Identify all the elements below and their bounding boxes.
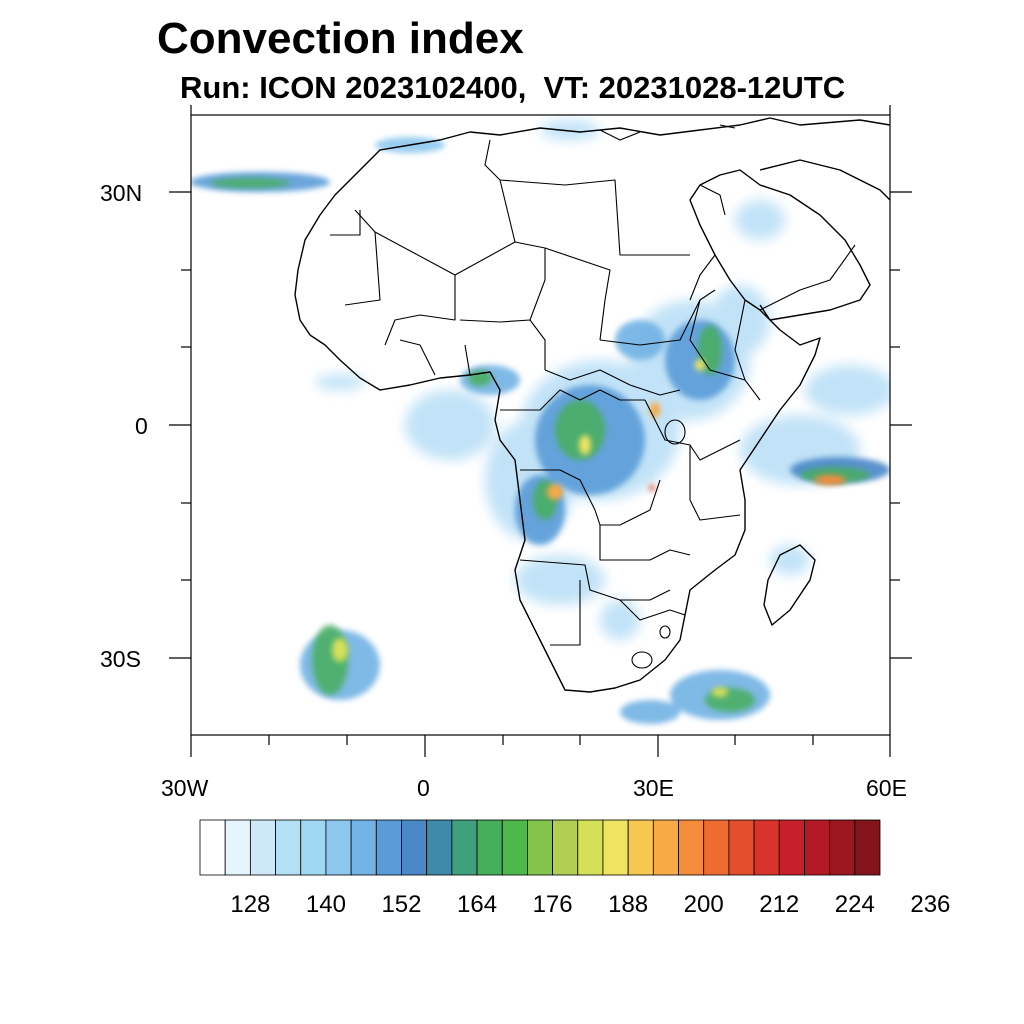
colorbar-tick-label: 164	[457, 891, 497, 918]
colorbar-cell	[753, 819, 780, 876]
colorbar-cell	[728, 819, 755, 876]
lon-label-30w: 30W	[161, 775, 209, 801]
colorbar-tick-label: 224	[835, 891, 875, 918]
lat-label-30s: 30S	[100, 646, 141, 672]
colorbar-cell	[829, 819, 856, 876]
colorbar-cell	[854, 819, 881, 876]
colorbar-cell	[199, 819, 226, 876]
colorbar-cell	[577, 819, 604, 876]
colorbar-cell	[476, 819, 503, 876]
colorbar-cell	[527, 819, 553, 876]
colorbar-cell	[426, 819, 453, 876]
colorbar-tick-label: 176	[533, 891, 573, 918]
lat-label-0: 0	[135, 413, 148, 439]
colorbar-cell	[703, 819, 730, 876]
colorbar-cell	[401, 819, 428, 876]
lat-label-30n: 30N	[100, 180, 143, 206]
colorbar-cell	[501, 819, 528, 876]
lakes-islands	[599, 124, 736, 669]
colorbar-cell	[678, 819, 705, 876]
colorbar-tick-label: 140	[306, 891, 346, 918]
colorbar-cell	[627, 819, 654, 876]
colorbar-cell	[275, 819, 302, 876]
colorbar-tick-label: 152	[381, 891, 421, 918]
lon-label-30e: 30E	[633, 775, 674, 801]
colorbar-tick-label: 212	[759, 891, 799, 918]
convection-field-high	[332, 359, 846, 697]
colorbar-tick-label: 188	[608, 891, 648, 918]
colorbar-tick-label: 128	[230, 891, 270, 918]
colorbar-cell	[804, 819, 831, 876]
colorbar-cell	[602, 819, 629, 876]
axis-ticks	[169, 105, 912, 757]
map-title: Convection index	[157, 14, 524, 63]
colorbar-cell	[778, 819, 805, 876]
lon-label-60e: 60E	[866, 775, 907, 801]
colorbar-tick-label: 236	[910, 891, 950, 918]
colorbar-cell	[249, 819, 276, 876]
lon-label-0: 0	[417, 775, 430, 801]
colorbar-cell	[325, 819, 352, 876]
colorbar-cell	[652, 819, 679, 876]
colorbar-tick-label: 200	[684, 891, 724, 918]
colorbar-cell	[375, 819, 402, 876]
colorbar-cell	[224, 819, 251, 876]
colorbar-cell	[451, 819, 478, 876]
coastlines	[294, 117, 890, 693]
colorbar-cell	[350, 819, 377, 876]
colorbar-cell	[300, 819, 327, 876]
country-borders	[330, 139, 856, 646]
colorbar-cell	[552, 819, 579, 876]
map-subtitle: Run: ICON 2023102400, VT: 20231028-12UTC	[180, 70, 846, 105]
